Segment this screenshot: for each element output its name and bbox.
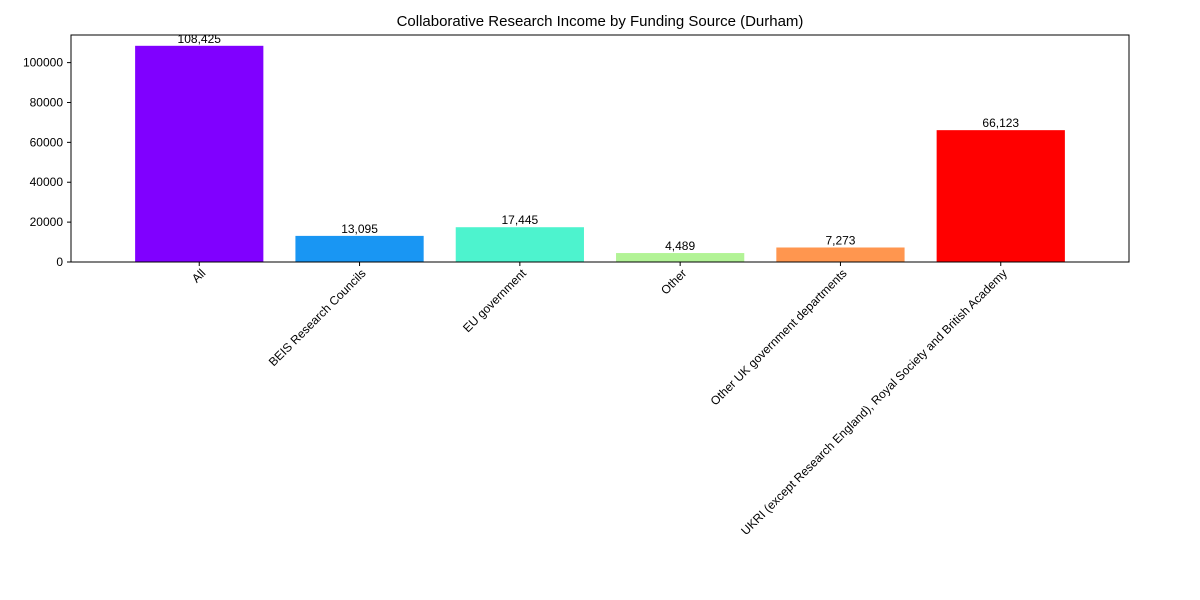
- x-tick-label: BEIS Research Councils: [266, 266, 369, 369]
- x-tick-label: EU government: [460, 266, 529, 335]
- data-label: 66,123: [982, 116, 1019, 130]
- y-tick-label: 60000: [30, 135, 64, 149]
- data-label: 7,273: [825, 233, 855, 247]
- bar: [455, 227, 584, 262]
- plot-frame: [70, 34, 1130, 263]
- bars-group: [135, 45, 1065, 262]
- x-tick-label: UKRI (except Research England), Royal So…: [738, 266, 1010, 538]
- y-tick-label: 20000: [30, 215, 64, 229]
- data-label: 13,095: [341, 222, 378, 236]
- bar: [135, 45, 264, 262]
- x-tick-label: All: [189, 266, 208, 285]
- y-tick-label: 40000: [30, 175, 64, 189]
- x-tick-label: Other: [658, 266, 689, 297]
- y-tick-label: 0: [56, 255, 63, 269]
- y-axis: 0 20000 40000 60000 80000 100000: [23, 56, 71, 269]
- data-labels-group: 108,425 13,095 17,445 4,489 7,273 66,123: [178, 32, 1020, 253]
- chart-title: Collaborative Research Income by Funding…: [397, 13, 804, 30]
- data-label: 108,425: [178, 32, 222, 46]
- data-label: 17,445: [501, 213, 538, 227]
- bar: [295, 235, 424, 262]
- x-tick-label: Other UK government departments: [708, 266, 850, 408]
- y-tick-label: 100000: [23, 56, 63, 70]
- bar: [616, 253, 745, 262]
- x-axis: All BEIS Research Councils EU government Ot…: [189, 262, 1010, 538]
- bar: [776, 247, 905, 262]
- bar: [936, 130, 1065, 262]
- data-label: 4,489: [665, 239, 695, 253]
- y-tick-label: 80000: [30, 95, 64, 109]
